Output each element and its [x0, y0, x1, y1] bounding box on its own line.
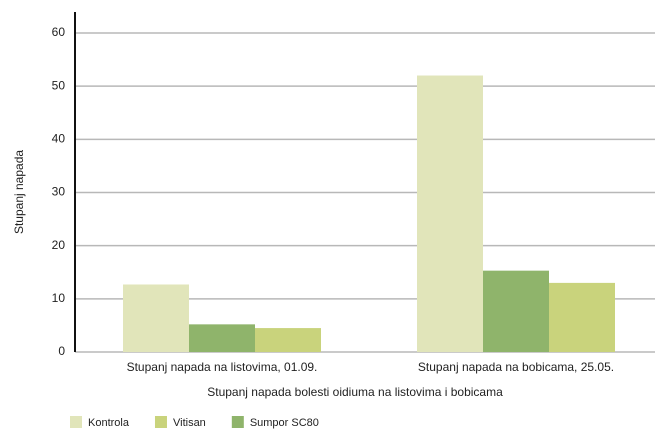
- y-tick-label: 20: [52, 238, 66, 252]
- bar: [189, 324, 255, 352]
- bar: [417, 75, 483, 353]
- y-tick-label: 10: [52, 291, 66, 305]
- bar: [255, 328, 321, 352]
- legend-swatch: [231, 416, 244, 428]
- y-tick-label: 40: [52, 132, 66, 146]
- legend-label: Kontrola: [88, 417, 130, 429]
- x-axis-label: Stupanj napada bolesti oidiuma na listov…: [207, 385, 503, 399]
- x-tick-label: Stupanj napada na bobicama, 25.05.: [418, 360, 614, 374]
- legend-label: Vitisan: [173, 417, 206, 429]
- bar: [483, 270, 549, 352]
- y-axis-label: Stupanj napada: [12, 150, 26, 234]
- y-tick-label: 50: [52, 78, 66, 92]
- x-tick-label: Stupanj napada na listovima, 01.09.: [127, 360, 318, 374]
- legend-swatch: [154, 416, 167, 428]
- y-tick-label: 60: [52, 25, 66, 39]
- legend-label: Sumpor SC80: [250, 417, 319, 429]
- y-tick-label: 30: [52, 185, 66, 199]
- y-tick-label: 0: [58, 344, 65, 358]
- bar: [123, 284, 189, 352]
- bar: [549, 282, 615, 352]
- legend-swatch: [70, 416, 82, 428]
